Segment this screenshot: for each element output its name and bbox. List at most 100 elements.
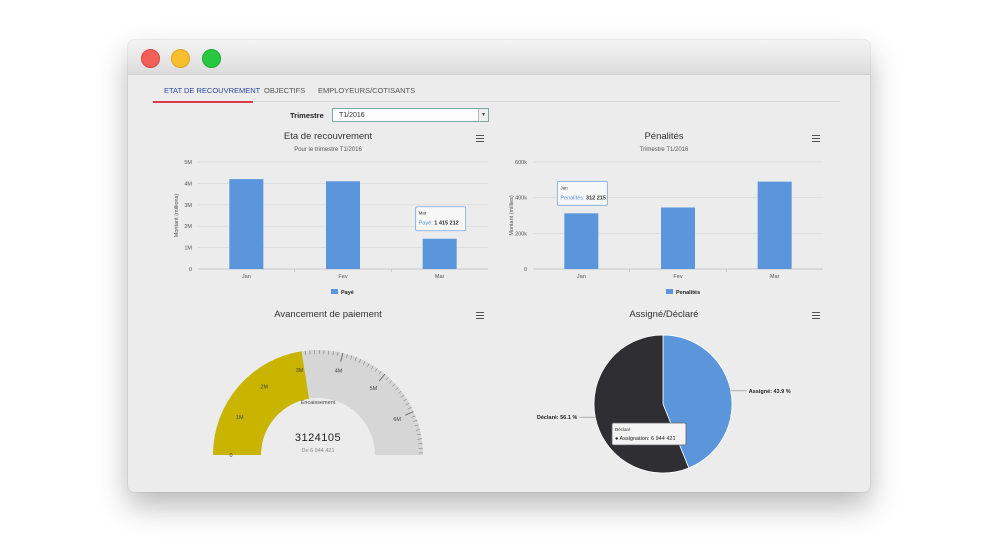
gauge-tick [413, 420, 418, 422]
y-axis-label: Montant (millies) [509, 195, 515, 236]
y-tick-label: 200k [515, 231, 527, 237]
y-tick-label: 1M [184, 246, 192, 252]
tooltip-value: Payé: 1 415 212 [419, 221, 459, 227]
browser-window: ETAT DE RECOUVREMENT OBJECTIFS EMPLOYEUR… [128, 40, 870, 492]
x-tick-label: Mar [770, 274, 780, 280]
gauge-tick [340, 352, 344, 362]
y-tick-label: 0 [524, 267, 527, 273]
payment-gauge: 0 1M 2M 3M 4M 5M 6M Encaissement 3124105 De 6 944… [213, 350, 423, 459]
legend-label: Penalités [676, 290, 700, 296]
trimestre-label: Trimestre [290, 111, 324, 120]
gauge-tick [407, 406, 412, 410]
close-window-button[interactable] [141, 49, 160, 68]
bar [326, 181, 360, 269]
y-tick-label: 400k [515, 196, 527, 202]
y-tick-label: 5M [184, 160, 192, 166]
tooltip-box [556, 180, 608, 206]
bar [661, 207, 695, 269]
tab-employeurs-cotisants[interactable]: EMPLOYEURS/COTISANTS [318, 86, 416, 95]
chart-3-menu-icon[interactable] [476, 312, 484, 319]
tooltip-category: Mar [419, 211, 427, 216]
tooltip-category: Jan [560, 185, 568, 190]
bar [422, 238, 457, 269]
chart-4-menu-icon[interactable] [812, 312, 820, 319]
y-axis-label: Montant (millions) [174, 194, 180, 238]
pie-tooltip-title: Déclaré [615, 427, 631, 432]
tooltip-value: Penalités: 312 215 [560, 195, 606, 201]
gauge-tick-label: 5M [370, 386, 378, 392]
gauge-tick [378, 371, 382, 375]
gauge-tick [392, 383, 396, 387]
pie-slice-label: Assigné: 43.9 % [749, 389, 791, 395]
legend-label: Payé [341, 290, 354, 296]
x-tick-label: Jan [577, 274, 586, 280]
chart-1-menu-icon[interactable] [476, 135, 484, 142]
gauge-tick-label: 3M [296, 368, 304, 374]
pie-assigne-declare: Assigné: 43.9 % Déclaré: 56.1 % Déclaré ● A… [537, 334, 791, 474]
gauge-tick [405, 411, 414, 416]
gauge-tick [415, 429, 420, 431]
tab-objectifs[interactable]: OBJECTIFS [264, 86, 306, 95]
gauge-tick [405, 402, 410, 406]
gauge-tick [400, 394, 405, 398]
pie-tooltip-value: ● Assignation: 6 944 421 [615, 436, 676, 442]
gauge-tick [346, 354, 348, 359]
bar-chart-recouvrement: 0 1M 2M 3M 4M 5M Montant (millions) Jan Fev Mar Pa… [174, 160, 488, 296]
legend-swatch [666, 289, 673, 294]
gauge-tick [411, 415, 416, 418]
bar-chart-1-subtitle: Pour le trimestre T1/2016 [294, 147, 362, 153]
gauge-tick-label: 6M [393, 417, 401, 423]
pie-slice-label: Déclaré: 56.1 % [537, 415, 577, 421]
chevron-down-icon[interactable]: ▾ [478, 109, 488, 121]
gauge-tick [414, 424, 419, 427]
gauge-tick [371, 365, 374, 370]
gauge-tick [363, 361, 366, 365]
gauge-label: Encaissement [301, 400, 336, 406]
gauge-tick-label: 0 [229, 453, 232, 459]
gauge-tick [354, 357, 357, 362]
trimestre-select[interactable]: T1/2016 ▾ [332, 108, 489, 122]
gauge-tick [358, 359, 362, 363]
gauge-tick-label: 2M [260, 385, 268, 391]
gauge-tick [417, 438, 422, 440]
gauge-tick [395, 387, 399, 391]
gauge-tick [337, 351, 339, 356]
bar-chart-penalites: 0 200k 400k 600k Montant (millies) Jan Fev Mar P… [509, 160, 823, 296]
tooltip-box [415, 206, 467, 232]
y-tick-label: 3M [184, 203, 192, 209]
gauge-tick [332, 351, 334, 356]
x-tick-label: Jan [242, 274, 251, 280]
x-tick-label: Fev [338, 274, 347, 280]
gauge-tick [378, 373, 386, 382]
pie-title: Assigné/Déclaré [629, 309, 699, 320]
maximize-window-button[interactable] [202, 49, 221, 68]
gauge-tick [385, 377, 389, 381]
gauge-tick [398, 390, 402, 394]
active-tab-indicator [153, 101, 253, 103]
bar-chart-2-subtitle: Trimestre T1/2016 [639, 147, 689, 153]
y-tick-label: 2M [184, 224, 192, 230]
bar-chart-1-title: Eta de recouvrement [283, 131, 373, 142]
minimize-window-button[interactable] [171, 49, 190, 68]
x-tick-label: Mar [435, 274, 445, 280]
gauge-tick [374, 368, 378, 372]
gauge-title: Avancement de paiement [274, 309, 382, 320]
gauge-tick [350, 355, 353, 360]
legend-swatch [331, 289, 338, 294]
bar-chart-2-title: Pénalités [644, 131, 684, 142]
gauge-tick [403, 398, 407, 402]
gauge-value: 3124105 [295, 432, 341, 444]
gauge-fill [213, 351, 310, 455]
gauge-tick-label: 1M [236, 415, 244, 421]
gauge-tick [388, 380, 393, 384]
gauge-tick [367, 363, 370, 367]
bar [229, 179, 264, 269]
gauge-max-text: De 6 944 421 [301, 448, 334, 454]
chart-2-menu-icon[interactable] [812, 135, 820, 142]
tab-bar: ETAT DE RECOUVREMENT OBJECTIFS EMPLOYEUR… [152, 86, 840, 103]
pie-tooltip-box [611, 422, 687, 446]
x-tick-label: Fev [673, 274, 682, 280]
bar [757, 181, 792, 269]
tab-etat-de-recouvrement[interactable]: ETAT DE RECOUVREMENT [164, 86, 261, 95]
title-bar [128, 40, 870, 75]
